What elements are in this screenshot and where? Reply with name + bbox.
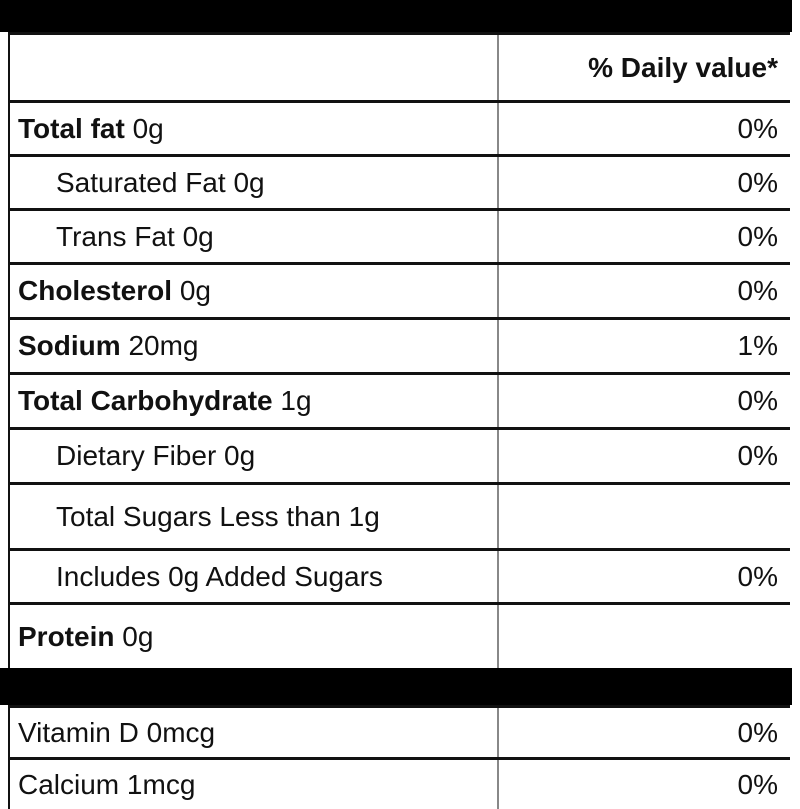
section-bar <box>0 668 792 705</box>
dv-cell: 0% <box>497 375 790 427</box>
daily-value: 0% <box>737 768 778 800</box>
nutrient-label: Total Sugars Less than 1g <box>56 485 380 548</box>
daily-value: 0% <box>737 112 778 144</box>
nutrient-amount: 0g <box>224 440 256 471</box>
nutrient-label: Trans Fat 0g <box>56 211 214 262</box>
nutrient-row: Trans Fat 0g 0% <box>8 208 790 262</box>
nutrient-amount: Less than 1g <box>219 500 380 532</box>
vitamin-row: Vitamin D 0mcg 0% <box>8 705 790 757</box>
nutrient-label: Cholesterol 0g <box>18 265 211 317</box>
nutrient-amount: 0g <box>233 166 265 198</box>
header-row: % Daily value* <box>8 32 790 100</box>
spacer <box>216 440 224 472</box>
nutrient-name: Cholesterol <box>18 275 173 306</box>
nutrient-name: Total Carbohydrate <box>18 385 273 416</box>
vitamin-row: Calcium 1mcg 0% <box>8 757 790 809</box>
nutrient-amount: 0g <box>132 112 164 144</box>
daily-value: 0% <box>737 220 778 252</box>
nutrient-name: Total fat <box>18 112 125 144</box>
nutrient-amount: 0g <box>122 620 154 652</box>
dv-cell: 0% <box>497 157 790 208</box>
nutrient-name: Sodium <box>18 330 121 361</box>
dv-cell <box>497 605 790 668</box>
dv-cell: 0% <box>497 760 790 809</box>
nutrient-name: Trans Fat <box>56 220 175 252</box>
nutrient-label: Includes 0g Added Sugars <box>56 551 383 602</box>
dv-cell: 0% <box>497 103 790 154</box>
dv-cell: 0% <box>497 708 790 757</box>
nutrient-row: Total Sugars Less than 1g <box>8 482 790 548</box>
dv-cell: 0% <box>497 265 790 317</box>
nutrient-amount: 1g <box>280 385 312 416</box>
nutrient-row: Total fat 0g 0% <box>8 100 790 154</box>
nutrient-label: Calcium 1mcg <box>18 760 195 809</box>
nutrient-row: Saturated Fat 0g 0% <box>8 154 790 208</box>
nutrient-amount: 20mg <box>128 330 199 361</box>
nutrient-row: Sodium 20mg 1% <box>8 317 790 372</box>
nutrient-name: Saturated Fat <box>56 166 226 198</box>
spacer <box>212 501 220 533</box>
daily-value: 0% <box>737 440 778 471</box>
spacer <box>121 330 129 362</box>
nutrient-row: Includes 0g Added Sugars 0% <box>8 548 790 602</box>
dv-cell: 1% <box>497 320 790 372</box>
nutrient-row: Cholesterol 0g 0% <box>8 262 790 317</box>
dv-cell: 0% <box>497 430 790 482</box>
spacer <box>125 113 133 145</box>
nutrient-amount: 0g <box>179 275 211 306</box>
nutrient-name: Total Sugars <box>56 500 212 532</box>
spacer <box>160 561 168 593</box>
dv-heading: % Daily value* <box>497 35 790 100</box>
spacer <box>114 621 122 653</box>
spacer <box>172 275 180 307</box>
spacer <box>119 769 127 801</box>
nutrient-name: Protein <box>18 620 115 652</box>
spacer <box>175 221 183 253</box>
nutrient-label: Vitamin D 0mcg <box>18 708 215 757</box>
nutrient-row: Total Carbohydrate 1g 0% <box>8 372 790 427</box>
nutrient-label: Total Carbohydrate 1g <box>18 375 312 427</box>
daily-value: 0% <box>737 385 778 416</box>
nutrient-row: Dietary Fiber 0g 0% <box>8 427 790 482</box>
nutrient-label: Dietary Fiber 0g <box>56 430 255 482</box>
daily-value: 0% <box>737 716 778 748</box>
nutrient-label: Total fat 0g <box>18 103 164 154</box>
nutrient-name: Dietary Fiber <box>56 440 217 471</box>
dv-cell: 0% <box>497 551 790 602</box>
dv-cell: 0% <box>497 211 790 262</box>
nutrient-label: Saturated Fat 0g <box>56 157 265 208</box>
top-bar <box>0 0 792 32</box>
nutrient-amount: 0mcg <box>146 716 216 748</box>
spacer <box>273 385 281 417</box>
spacer <box>226 167 234 199</box>
nutrient-amount: 1mcg <box>126 768 196 800</box>
nutrient-label: Protein 0g <box>18 605 153 668</box>
daily-value: 0% <box>737 275 778 306</box>
nutrient-amount: 0g Added Sugars <box>168 560 383 592</box>
nutrient-name: Calcium <box>18 768 120 800</box>
daily-value: 0% <box>737 560 778 592</box>
nutrient-name: Vitamin D <box>18 716 139 748</box>
nutrient-amount: 0g <box>182 220 214 252</box>
nutrient-label: Sodium 20mg <box>18 320 199 372</box>
nutrient-name: Includes <box>56 560 161 592</box>
daily-value: 0% <box>737 166 778 198</box>
daily-value: 1% <box>737 330 778 361</box>
dv-cell <box>497 485 790 548</box>
nutrient-row: Protein 0g <box>8 602 790 668</box>
spacer <box>139 717 147 749</box>
